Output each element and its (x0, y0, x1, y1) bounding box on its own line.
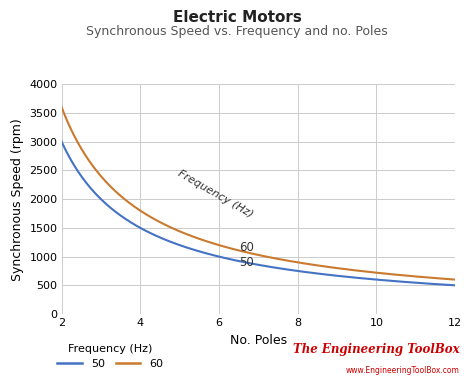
X-axis label: No. Poles: No. Poles (230, 334, 287, 347)
Text: The Engineering ToolBox: The Engineering ToolBox (293, 343, 460, 356)
Y-axis label: Synchronous Speed (rpm): Synchronous Speed (rpm) (11, 118, 24, 280)
Text: Frequency (Hz): Frequency (Hz) (176, 168, 255, 219)
Text: 60: 60 (238, 241, 254, 254)
Text: Electric Motors: Electric Motors (173, 10, 301, 25)
Text: 50: 50 (238, 256, 254, 269)
Text: Synchronous Speed vs. Frequency and no. Poles: Synchronous Speed vs. Frequency and no. … (86, 25, 388, 38)
Legend: 50, 60: 50, 60 (53, 339, 168, 373)
Text: www.EngineeringToolBox.com: www.EngineeringToolBox.com (346, 367, 460, 375)
